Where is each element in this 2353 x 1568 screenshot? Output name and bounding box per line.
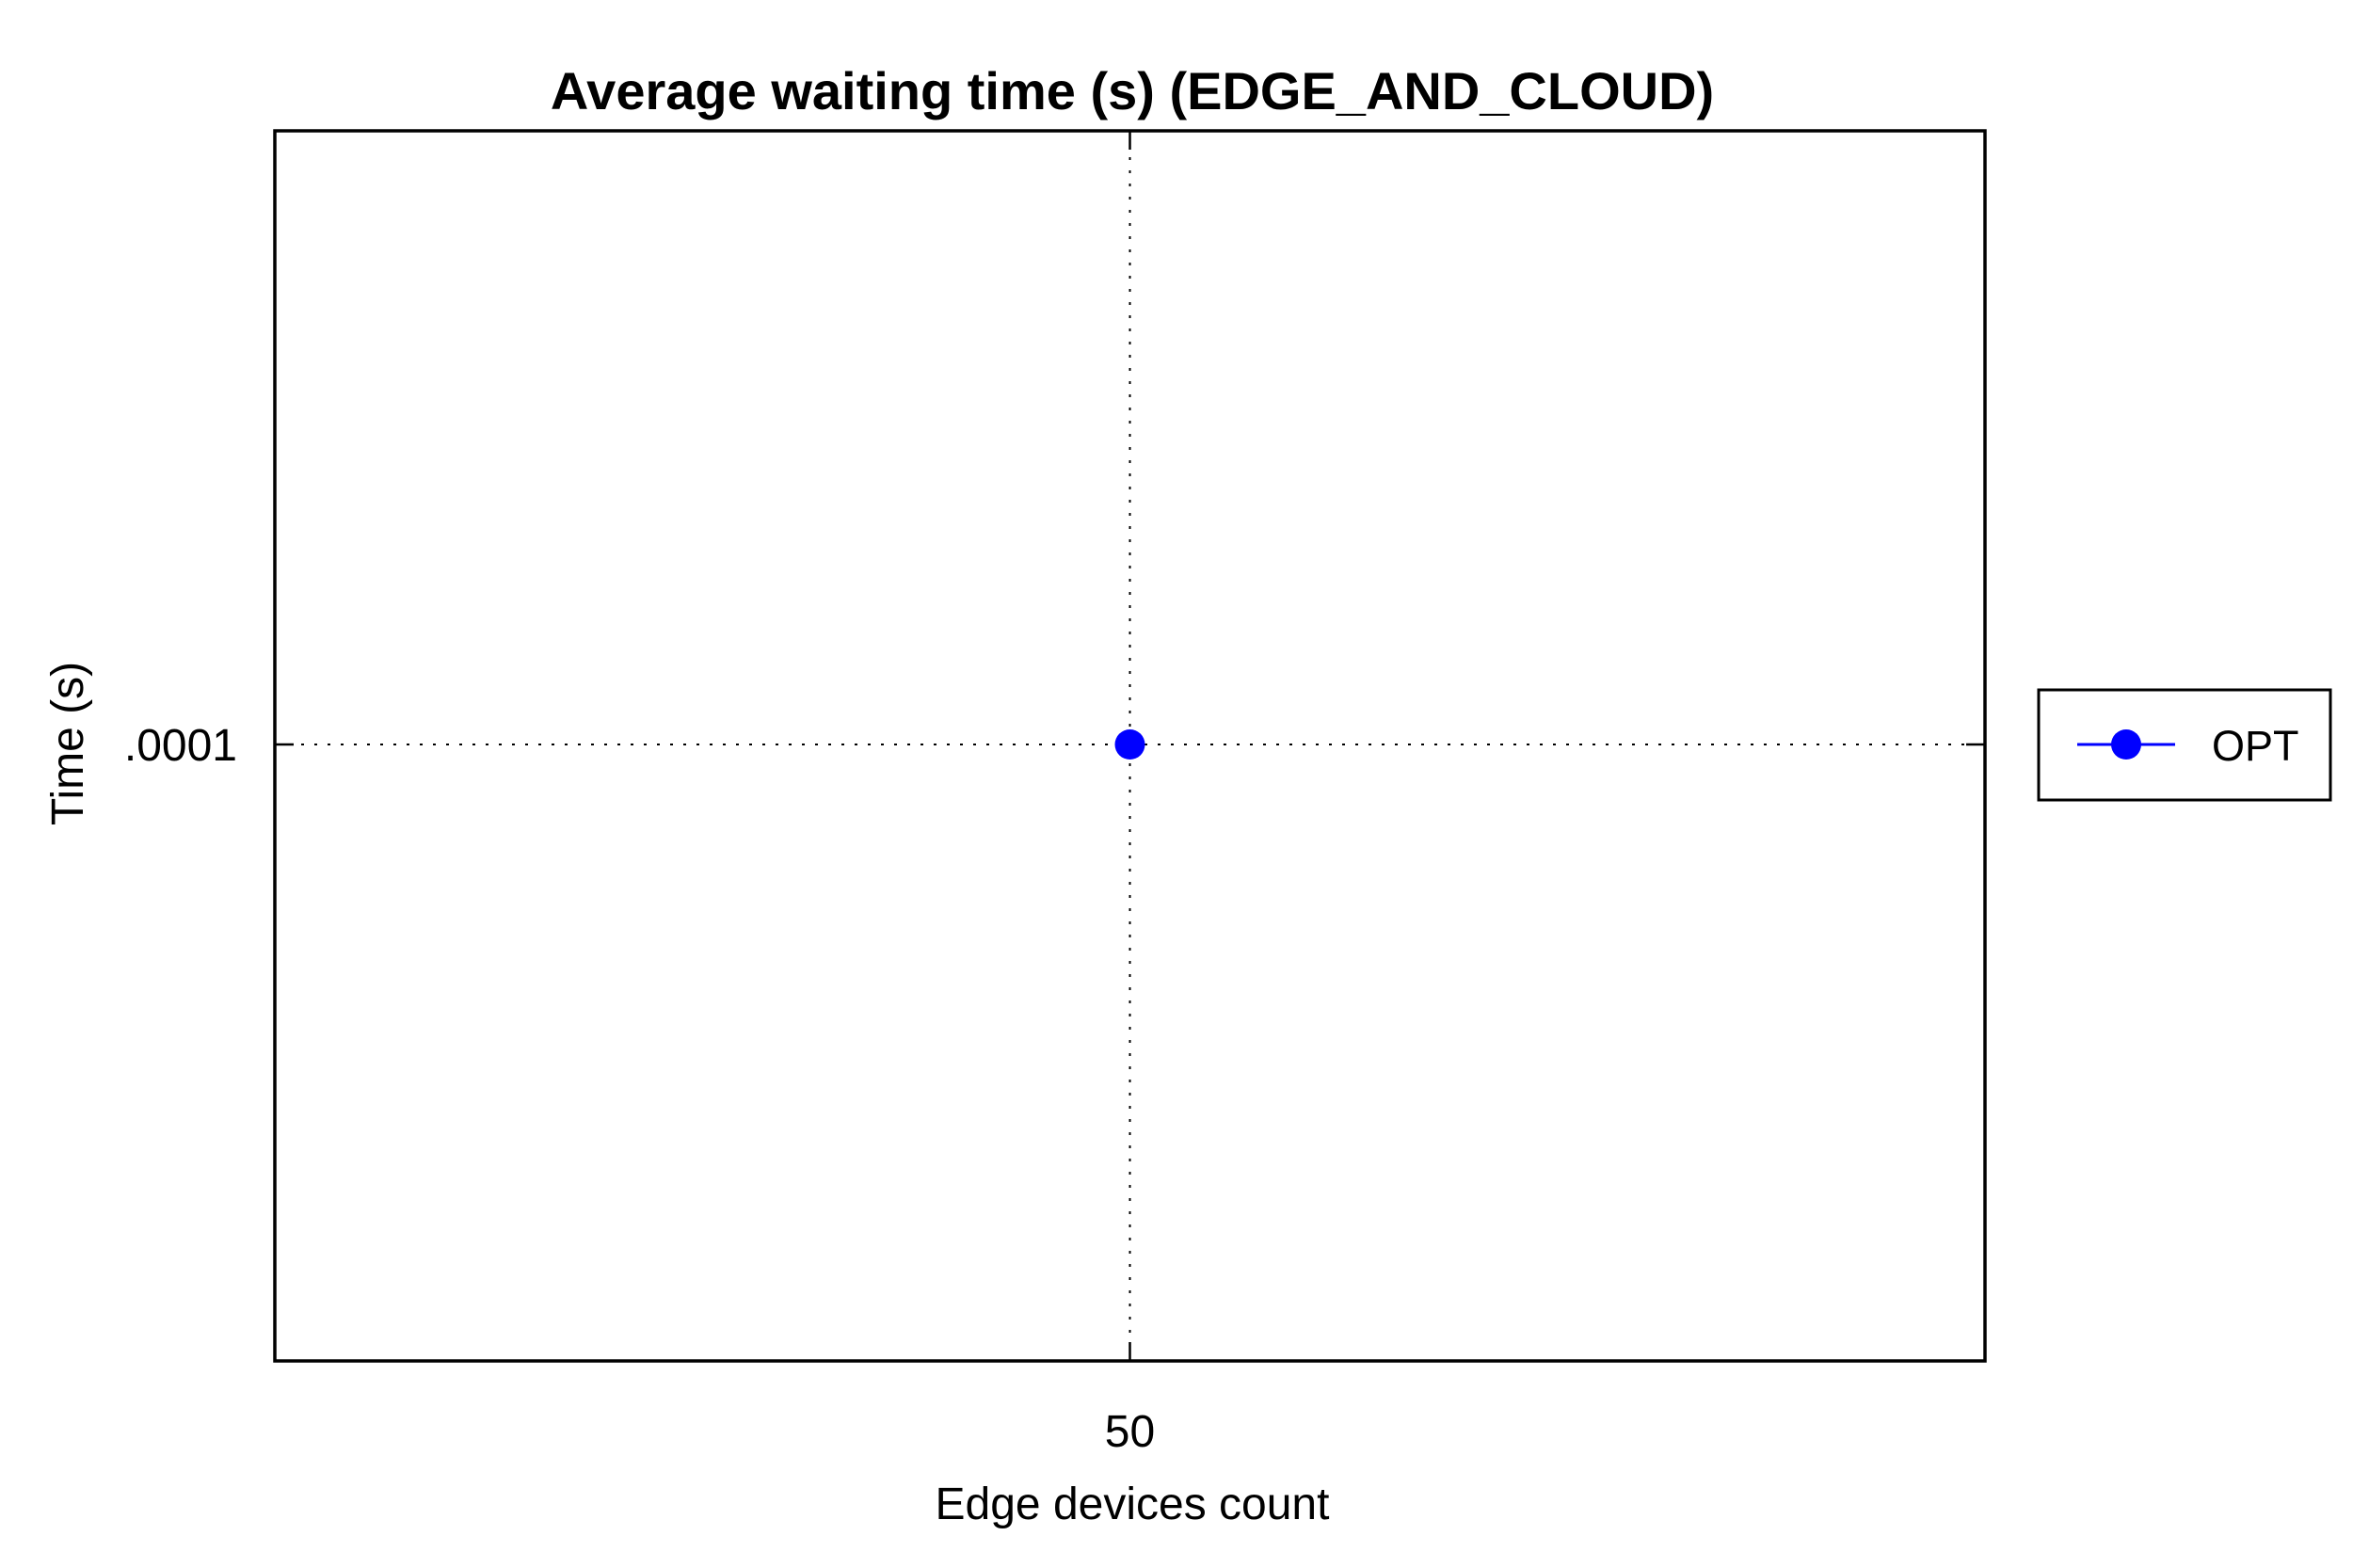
y-tick-labels: .0001 [124, 721, 237, 771]
legend-marker-swatch [2111, 729, 2141, 760]
y-tick-label: .0001 [124, 721, 237, 771]
legend: OPT [2037, 688, 2332, 802]
tick-marks [275, 131, 1985, 1361]
x-tick-labels: 50 [1105, 1407, 1155, 1457]
legend-label-opt: OPT [2212, 722, 2299, 770]
grid-lines [275, 131, 1985, 1361]
x-axis-label: Edge devices count [936, 1480, 1330, 1529]
x-tick-label: 50 [1105, 1407, 1155, 1457]
series-group [1114, 729, 1145, 760]
y-axis-label: Time (s) [43, 662, 93, 825]
data-point-opt [1114, 729, 1145, 760]
chart-title: Average waiting time (s) (EDGE_AND_CLOUD… [551, 61, 1714, 120]
